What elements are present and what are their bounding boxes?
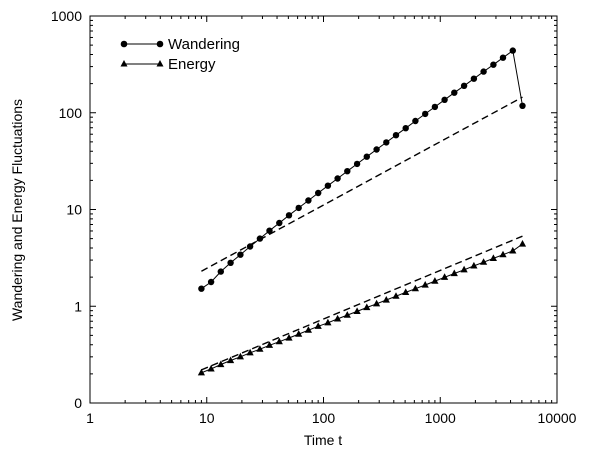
data-point-energy <box>295 330 303 337</box>
data-point-energy <box>256 345 264 352</box>
data-point-wandering <box>460 82 468 90</box>
legend-label-energy: Energy <box>168 56 216 73</box>
data-point-wandering <box>402 125 409 132</box>
data-point-energy <box>217 360 225 368</box>
data-point-energy <box>227 356 235 364</box>
data-point-energy <box>489 254 497 261</box>
data-point-wandering <box>490 61 497 68</box>
y-tick-label: 10 <box>66 202 82 218</box>
legend-marker-wandering <box>120 40 128 48</box>
data-point-energy <box>431 277 439 284</box>
data-point-wandering <box>412 117 419 125</box>
y-tick-label: 100 <box>59 105 83 121</box>
data-point-energy <box>207 364 215 372</box>
data-point-wandering <box>373 146 380 153</box>
data-point-energy <box>265 341 274 348</box>
y-axis-title: Wandering and Energy Fluctuations <box>9 99 25 321</box>
data-point-energy <box>411 284 419 292</box>
data-point-energy <box>499 250 507 258</box>
data-point-energy <box>285 334 293 341</box>
data-point-energy <box>518 240 527 247</box>
data-point-wandering <box>198 285 205 292</box>
plot-frame <box>89 15 558 404</box>
series-line-energy <box>201 243 523 374</box>
data-point-wandering <box>480 68 487 75</box>
data-point-energy <box>304 326 312 333</box>
data-point-wandering <box>392 132 400 139</box>
data-point-energy <box>421 281 429 288</box>
data-point-wandering <box>276 219 283 227</box>
data-point-wandering <box>383 139 390 146</box>
data-point-wandering <box>246 243 254 250</box>
data-point-wandering <box>353 160 361 168</box>
data-point-energy <box>246 348 254 356</box>
data-point-wandering <box>441 96 448 104</box>
y-axis: 0 1 10 100 1000 <box>51 8 557 411</box>
data-point-wandering <box>334 175 341 182</box>
legend-marker-energy <box>156 60 164 67</box>
data-point-energy <box>450 269 458 277</box>
data-point-wandering <box>344 168 351 175</box>
data-point-wandering <box>451 89 458 96</box>
data-point-wandering <box>237 251 244 258</box>
data-point-wandering <box>363 153 370 160</box>
data-point-wandering <box>315 189 322 197</box>
legend: Wandering Energy <box>120 36 240 73</box>
legend-marker-energy <box>120 60 128 67</box>
data-point-energy <box>275 337 283 345</box>
data-point-energy <box>470 261 478 269</box>
x-axis-title: Time t <box>304 432 342 448</box>
y-tick-label: 1000 <box>51 8 82 24</box>
data-point-energy <box>334 314 342 322</box>
data-point-wandering <box>295 204 302 212</box>
data-point-energy <box>460 265 468 273</box>
data-point-wandering <box>256 235 264 242</box>
data-point-energy <box>373 299 381 307</box>
data-point-wandering <box>324 182 332 189</box>
y-tick-label: 0 <box>74 395 82 411</box>
data-point-wandering <box>470 75 478 82</box>
data-point-energy <box>509 246 517 254</box>
data-point-energy <box>441 273 449 280</box>
data-point-energy <box>324 318 332 326</box>
data-point-wandering <box>305 197 312 204</box>
data-point-energy <box>402 288 410 295</box>
data-point-energy <box>314 322 322 329</box>
data-point-wandering <box>217 268 224 275</box>
data-point-energy <box>382 296 390 303</box>
data-point-energy <box>363 303 371 311</box>
reference-lines <box>201 96 523 371</box>
y-tick-label: 1 <box>74 298 82 314</box>
data-point-energy <box>197 368 205 376</box>
data-point-wandering <box>266 227 273 234</box>
data-point-energy <box>343 311 351 318</box>
data-point-wandering <box>227 259 234 266</box>
legend-marker-wandering <box>156 40 164 48</box>
data-point-wandering <box>207 278 215 286</box>
series-markers <box>197 47 527 376</box>
data-point-wandering <box>519 102 526 110</box>
legend-label-wandering: Wandering <box>168 36 240 53</box>
data-point-wandering <box>509 47 516 54</box>
data-point-wandering <box>499 54 507 61</box>
series-lines <box>201 49 523 374</box>
x-tick-label: 10 <box>199 410 215 426</box>
data-point-energy <box>353 307 361 314</box>
data-point-wandering <box>431 103 439 111</box>
dashed-reference-line <box>201 235 523 371</box>
x-tick-label: 10000 <box>538 410 577 426</box>
data-point-energy <box>236 352 244 360</box>
x-axis: 1 10 100 1000 10000 <box>86 16 577 426</box>
x-tick-label: 100 <box>312 410 336 426</box>
x-tick-label: 1 <box>86 410 94 426</box>
data-point-energy <box>392 292 400 299</box>
data-point-wandering <box>285 212 293 219</box>
series-line-wandering <box>201 49 523 290</box>
data-point-wandering <box>422 110 429 118</box>
data-point-energy <box>480 258 488 265</box>
x-tick-label: 1000 <box>425 410 456 426</box>
